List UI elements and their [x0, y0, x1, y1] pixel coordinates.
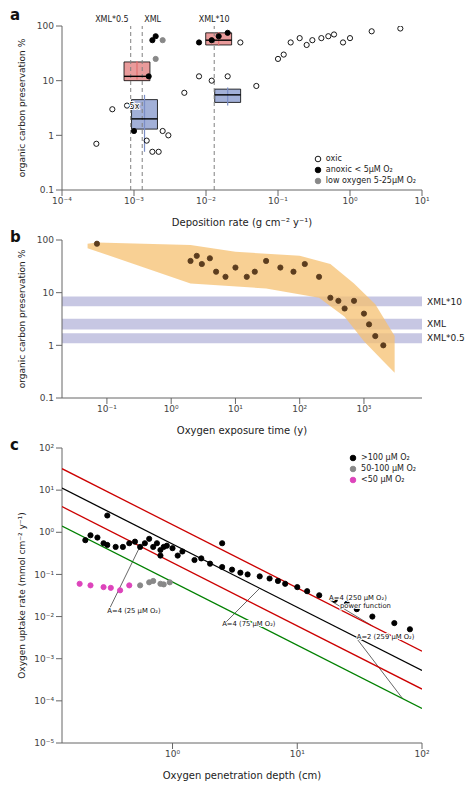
svg-text:100: 100 [37, 235, 54, 245]
svg-text:A=4 (25 μM O₂): A=4 (25 μM O₂) [107, 607, 161, 615]
svg-text:10⁻²: 10⁻² [34, 612, 54, 622]
svg-text:Oxygen penetration depth (cm): Oxygen penetration depth (cm) [163, 770, 322, 781]
svg-text:1: 1 [48, 131, 54, 141]
svg-text:10⁰: 10⁰ [165, 749, 180, 759]
svg-text:XML*10: XML*10 [427, 297, 462, 307]
svg-text:100: 100 [37, 21, 54, 31]
svg-text:Oxygen uptake rate (mmol cm⁻²: Oxygen uptake rate (mmol cm⁻² y⁻¹) [17, 512, 27, 679]
html-text:50-100 μM O₂: 50-100 μM O₂ [361, 464, 416, 473]
html-text:<50 μM O₂: <50 μM O₂ [361, 475, 405, 484]
svg-text:10⁻⁵: 10⁻⁵ [34, 738, 54, 748]
svg-text:10³: 10³ [356, 404, 371, 414]
svg-text:XML*0.5: XML*0.5 [427, 333, 465, 343]
svg-text:10¹: 10¹ [290, 749, 305, 759]
svg-text:10⁻⁴: 10⁻⁴ [52, 196, 72, 206]
svg-text:Deposition rate (g cm⁻² y⁻¹): Deposition rate (g cm⁻² y⁻¹) [172, 217, 312, 228]
svg-text:10⁰: 10⁰ [39, 527, 54, 537]
html-text:a: a [10, 6, 21, 24]
svg-text:5x: 5x [130, 102, 140, 111]
svg-text:Oxygen exposure time (y): Oxygen exposure time (y) [177, 425, 307, 436]
svg-text:XML: XML [427, 319, 446, 329]
html-text:b: b [10, 228, 21, 246]
svg-text:10²: 10² [414, 749, 429, 759]
svg-text:A=4 (75 μM O₂): A=4 (75 μM O₂) [222, 620, 276, 628]
svg-text:10²: 10² [292, 404, 307, 414]
svg-text:10¹: 10¹ [414, 196, 429, 206]
svg-text:10²: 10² [39, 443, 54, 453]
html-text:oxic: oxic [325, 154, 342, 163]
svg-text:10⁻¹: 10⁻¹ [268, 196, 288, 206]
svg-text:10¹: 10¹ [228, 404, 243, 414]
svg-text:10⁻³: 10⁻³ [34, 654, 54, 664]
svg-text:10⁻²: 10⁻² [196, 196, 216, 206]
svg-text:10⁻¹: 10⁻¹ [34, 570, 54, 580]
svg-text:XML*0.5: XML*0.5 [95, 15, 129, 24]
svg-text:10: 10 [43, 288, 55, 298]
svg-text:10⁰: 10⁰ [164, 404, 179, 414]
svg-text:10⁻¹: 10⁻¹ [97, 404, 117, 414]
svg-text:10⁻³: 10⁻³ [124, 196, 144, 206]
svg-text:A=2 (259 μM O₂): A=2 (259 μM O₂) [357, 633, 415, 641]
svg-text:XML*10: XML*10 [199, 15, 230, 24]
svg-text:XML: XML [144, 15, 161, 24]
html-text:>100 μM O₂: >100 μM O₂ [361, 453, 410, 462]
svg-text:1: 1 [48, 341, 54, 351]
html-text:low oxygen 5-25μM O₂: low oxygen 5-25μM O₂ [325, 176, 416, 185]
svg-text:0.1: 0.1 [40, 393, 54, 403]
svg-text:10: 10 [43, 76, 55, 86]
html-text:c: c [10, 436, 19, 454]
svg-text:organic carbon preservation %: organic carbon preservation % [17, 249, 27, 388]
svg-text:10⁻⁴: 10⁻⁴ [34, 696, 54, 706]
svg-text:organic carbon preservation %: organic carbon preservation % [17, 38, 27, 177]
svg-text:10¹: 10¹ [39, 485, 54, 495]
svg-text:0.1: 0.1 [40, 185, 54, 195]
svg-text:10⁰: 10⁰ [342, 196, 357, 206]
html-text:anoxic < 5μM O₂: anoxic < 5μM O₂ [325, 165, 393, 174]
svg-text:power function: power function [340, 602, 391, 610]
svg-text:A=4 (250 μM O₂): A=4 (250 μM O₂) [329, 594, 387, 602]
